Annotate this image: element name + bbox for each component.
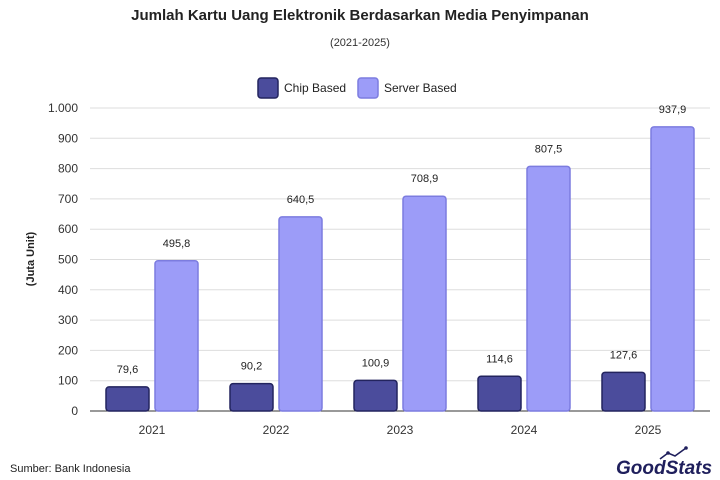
bar-chip-2022 [229,382,274,412]
bar-server-2024 [526,165,571,412]
bar-server-2023 [402,195,447,412]
chart-subtitle: (2021-2025) [330,37,390,49]
y-tick-label: 200 [58,343,78,357]
legend-label-chip: Chip Based [284,81,346,95]
data-labels: 79,6 495,8 90,2 640,5 100,9 708,9 114,6 807,5 12… [117,104,686,376]
y-tick-label: 800 [58,162,78,176]
bar-chip-2023 [353,379,398,412]
data-label-server-2024: 807,5 [535,143,563,155]
data-label-server-2025: 937,9 [659,104,687,116]
bar-chip-2024 [477,375,522,412]
y-tick-label: 0 [71,404,78,418]
x-axis-ticks: 2021 2022 2023 2024 2025 [139,423,662,437]
brand-text: GoodStats [616,458,712,479]
x-tick-label: 2024 [511,423,538,437]
legend-swatch-chip [257,77,279,99]
data-label-chip-2023: 100,9 [362,357,390,369]
y-tick-label: 100 [58,374,78,388]
y-axis-label: (Juta Unit) [25,231,37,286]
legend: Chip Based Server Based [257,77,457,99]
x-tick-label: 2025 [635,423,662,437]
data-label-chip-2021: 79,6 [117,364,138,376]
data-label-server-2022: 640,5 [287,194,315,206]
x-tick-label: 2023 [387,423,414,437]
y-tick-label: 1.000 [48,101,78,115]
logo-dot-icon [684,446,688,450]
data-label-server-2023: 708,9 [411,173,439,185]
data-label-server-2021: 495,8 [163,238,191,250]
bar-server-2025 [650,126,695,412]
y-axis-ticks: 0 100 200 300 400 500 600 700 800 900 1.000 [48,101,78,418]
y-tick-label: 700 [58,192,78,206]
goodstats-logo: GoodStats [616,446,712,479]
chart-title: Jumlah Kartu Uang Elektronik Berdasarkan… [131,7,589,24]
x-tick-label: 2022 [263,423,290,437]
bar-chip-2025 [601,371,646,412]
data-label-chip-2025: 127,6 [610,349,638,361]
logo-trend-icon [659,447,687,460]
y-tick-label: 600 [58,222,78,236]
y-tick-label: 900 [58,131,78,145]
data-label-chip-2024: 114,6 [486,353,513,365]
source-note: Sumber: Bank Indonesia [10,463,131,475]
legend-swatch-server [357,77,379,99]
y-tick-label: 300 [58,313,78,327]
y-tick-label: 500 [58,253,78,267]
y-tick-label: 400 [58,283,78,297]
bar-server-2021 [154,260,199,412]
legend-label-server: Server Based [384,81,457,95]
bar-chip-2021 [105,386,150,412]
logo-dot-icon [666,451,670,455]
bars [105,126,695,412]
data-label-chip-2022: 90,2 [241,361,262,373]
bar-server-2022 [278,216,323,412]
x-tick-label: 2021 [139,423,166,437]
